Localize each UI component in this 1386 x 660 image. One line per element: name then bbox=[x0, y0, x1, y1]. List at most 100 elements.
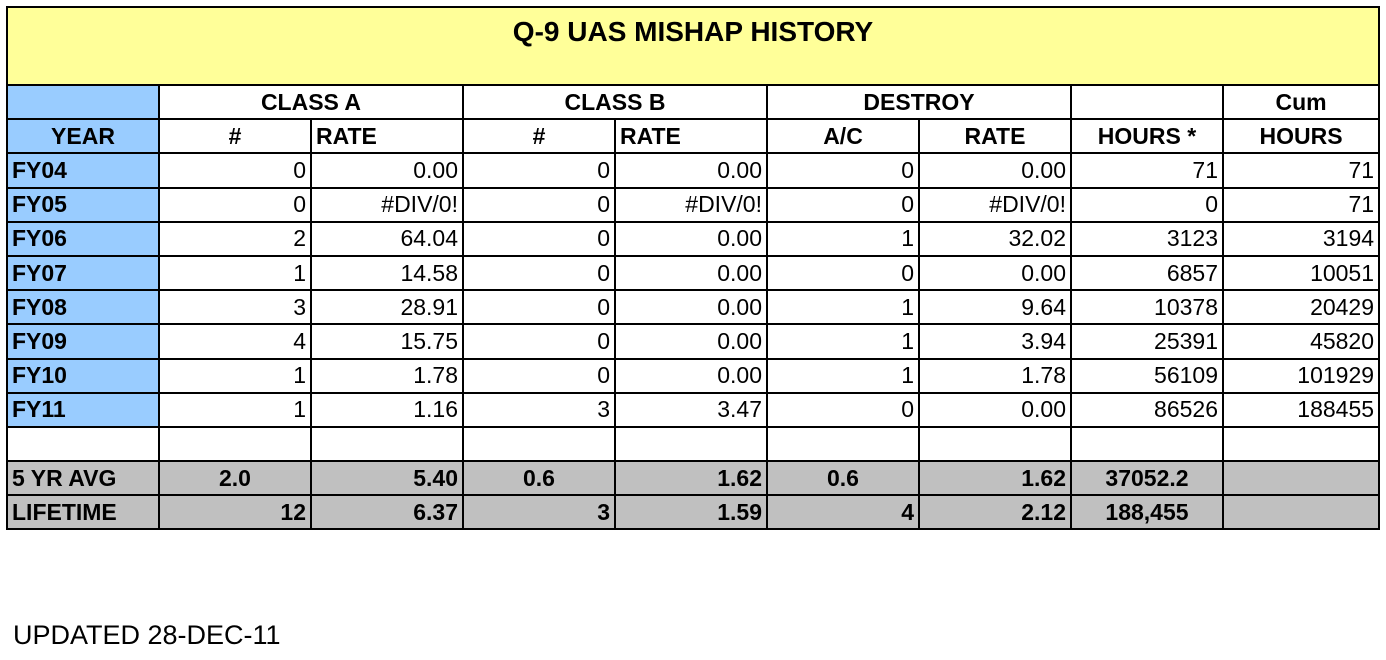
table-row: FY09 4 15.75 0 0.00 1 3.94 25391 45820 bbox=[6, 323, 1381, 360]
class-a-count-cell: 1 bbox=[158, 254, 312, 292]
destroy-rate-header: RATE bbox=[918, 118, 1072, 155]
destroy-ac-header: A/C bbox=[766, 118, 920, 155]
class-a-header: CLASS A bbox=[158, 83, 464, 121]
year-cell: FY08 bbox=[6, 289, 160, 326]
year-cell: FY06 bbox=[6, 220, 160, 257]
destroy-rate-cell: 0.00 bbox=[918, 391, 1072, 428]
class-b-rate-cell: 1.62 bbox=[614, 460, 768, 497]
class-a-rate-cell: 6.37 bbox=[310, 494, 464, 531]
destroy-ac-cell: 0 bbox=[766, 152, 920, 189]
hours-cell: 188,455 bbox=[1070, 494, 1224, 531]
class-b-rate-cell: 1.59 bbox=[614, 494, 768, 531]
class-a-count-cell: 3 bbox=[158, 289, 312, 326]
class-a-count-cell: 2.0 bbox=[158, 460, 312, 497]
destroy-ac-cell: 1 bbox=[766, 357, 920, 394]
header-row-top: CLASS A CLASS B DESTROY Cum bbox=[6, 83, 1381, 121]
class-b-rate-cell: #DIV/0! bbox=[614, 186, 768, 223]
cum-hours-cell bbox=[1221, 460, 1381, 497]
five-year-average-row: 5 YR AVG 2.0 5.40 0.6 1.62 0.6 1.62 37052.2 bbox=[6, 460, 1381, 497]
cum-hours-cell: 71 bbox=[1221, 186, 1381, 223]
class-b-rate-cell: 0.00 bbox=[614, 323, 768, 360]
hours-cell: 37052.2 bbox=[1070, 460, 1224, 497]
class-a-rate-cell: 5.40 bbox=[310, 460, 464, 497]
destroy-rate-cell: 3.94 bbox=[918, 323, 1072, 360]
class-a-rate-cell: 0.00 bbox=[310, 152, 464, 189]
class-a-rate-header: RATE bbox=[310, 118, 464, 155]
cum-hours-cell: 71 bbox=[1221, 152, 1381, 189]
hours-cell: 25391 bbox=[1070, 323, 1224, 360]
hours-header-blank bbox=[1070, 83, 1224, 121]
destroy-ac-cell: 0 bbox=[766, 254, 920, 292]
class-b-count-cell: 0 bbox=[462, 220, 616, 257]
hours-cell: 71 bbox=[1070, 152, 1224, 189]
class-a-rate-cell bbox=[310, 425, 464, 463]
year-cell: FY07 bbox=[6, 254, 160, 292]
table-row: FY06 2 64.04 0 0.00 1 32.02 3123 3194 bbox=[6, 220, 1381, 257]
destroy-rate-cell: 1.78 bbox=[918, 357, 1072, 394]
cum-hours-cell: 45820 bbox=[1221, 323, 1381, 360]
destroy-ac-cell: 0.6 bbox=[766, 460, 920, 497]
table-row: FY07 1 14.58 0 0.00 0 0.00 6857 10051 bbox=[6, 254, 1381, 292]
cum-hours-cell: 101929 bbox=[1221, 357, 1381, 394]
class-b-rate-cell: 0.00 bbox=[614, 357, 768, 394]
blank-row bbox=[6, 425, 1381, 463]
year-cell: FY05 bbox=[6, 186, 160, 223]
table-row: FY05 0 #DIV/0! 0 #DIV/0! 0 #DIV/0! 0 71 bbox=[6, 186, 1381, 223]
destroy-rate-cell bbox=[918, 425, 1072, 463]
hours-cell: 6857 bbox=[1070, 254, 1224, 292]
lifetime-row: LIFETIME 12 6.37 3 1.59 4 2.12 188,455 bbox=[6, 494, 1381, 531]
class-a-count-cell: 12 bbox=[158, 494, 312, 531]
class-a-count-cell: 1 bbox=[158, 357, 312, 394]
destroy-ac-cell: 1 bbox=[766, 289, 920, 326]
class-a-count-cell: 2 bbox=[158, 220, 312, 257]
class-a-rate-cell: 28.91 bbox=[310, 289, 464, 326]
updated-note: UPDATED 28-DEC-11 bbox=[13, 620, 281, 650]
class-b-count-cell bbox=[462, 425, 616, 463]
year-cell: FY04 bbox=[6, 152, 160, 189]
cum-hours-header: HOURS bbox=[1221, 118, 1381, 155]
cum-header: Cum bbox=[1221, 83, 1381, 121]
class-a-rate-cell: 64.04 bbox=[310, 220, 464, 257]
destroy-ac-cell: 0 bbox=[766, 391, 920, 428]
class-b-header: CLASS B bbox=[462, 83, 768, 121]
year-cell: FY11 bbox=[6, 391, 160, 428]
class-b-count-cell: 3 bbox=[462, 494, 616, 531]
destroy-rate-cell: 1.62 bbox=[918, 460, 1072, 497]
table-row: FY10 1 1.78 0 0.00 1 1.78 56109 101929 bbox=[6, 357, 1381, 394]
class-b-count-cell: 0.6 bbox=[462, 460, 616, 497]
class-b-count-cell: 0 bbox=[462, 186, 616, 223]
mishap-history-table: Q-9 UAS MISHAP HISTORY CLASS A CLASS B D… bbox=[5, 6, 1381, 531]
year-cell: LIFETIME bbox=[6, 494, 160, 531]
class-b-rate-cell: 0.00 bbox=[614, 254, 768, 292]
class-b-rate-header: RATE bbox=[614, 118, 768, 155]
class-b-rate-cell: 0.00 bbox=[614, 220, 768, 257]
header-row-sub: YEAR # RATE # RATE A/C RATE HOURS * HOUR… bbox=[6, 118, 1381, 155]
class-a-rate-cell: 1.16 bbox=[310, 391, 464, 428]
class-b-count-cell: 0 bbox=[462, 357, 616, 394]
class-b-count-cell: 0 bbox=[462, 289, 616, 326]
table-row: FY11 1 1.16 3 3.47 0 0.00 86526 188455 bbox=[6, 391, 1381, 428]
destroy-ac-cell: 1 bbox=[766, 220, 920, 257]
class-b-count-cell: 3 bbox=[462, 391, 616, 428]
year-cell bbox=[6, 425, 160, 463]
cum-hours-cell: 188455 bbox=[1221, 391, 1381, 428]
title-row: Q-9 UAS MISHAP HISTORY bbox=[5, 6, 1381, 86]
year-cell: 5 YR AVG bbox=[6, 460, 160, 497]
year-header-blank bbox=[6, 83, 160, 121]
destroy-ac-cell bbox=[766, 425, 920, 463]
class-a-count-cell bbox=[158, 425, 312, 463]
table-title: Q-9 UAS MISHAP HISTORY bbox=[5, 6, 1381, 86]
class-b-rate-cell: 3.47 bbox=[614, 391, 768, 428]
year-cell: FY09 bbox=[6, 323, 160, 360]
hours-cell: 0 bbox=[1070, 186, 1224, 223]
cum-hours-cell bbox=[1221, 425, 1381, 463]
cum-hours-cell bbox=[1221, 494, 1381, 531]
hours-cell: 56109 bbox=[1070, 357, 1224, 394]
class-a-rate-cell: #DIV/0! bbox=[310, 186, 464, 223]
hours-cell: 3123 bbox=[1070, 220, 1224, 257]
destroy-header: DESTROY bbox=[766, 83, 1072, 121]
cum-hours-cell: 20429 bbox=[1221, 289, 1381, 326]
destroy-ac-cell: 0 bbox=[766, 186, 920, 223]
cum-hours-cell: 10051 bbox=[1221, 254, 1381, 292]
table-row: FY08 3 28.91 0 0.00 1 9.64 10378 20429 bbox=[6, 289, 1381, 326]
